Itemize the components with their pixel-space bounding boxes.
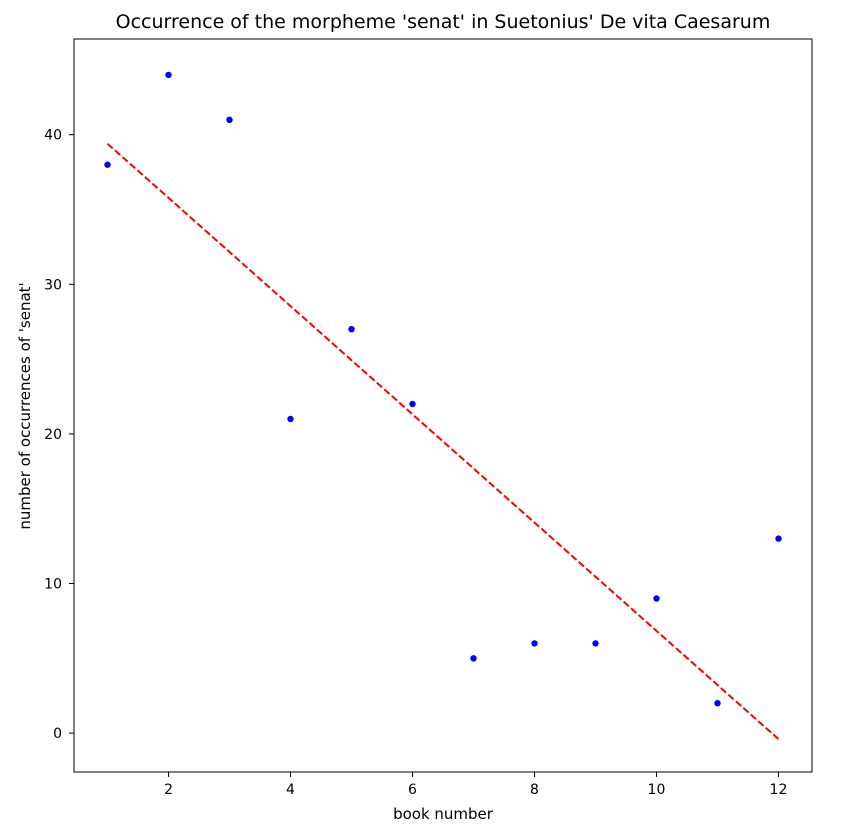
chart-title: Occurrence of the morpheme 'senat' in Su…	[116, 11, 771, 33]
y-tick-label: 20	[44, 427, 62, 443]
plot-area	[104, 71, 782, 740]
data-point	[287, 415, 294, 423]
data-point	[470, 655, 477, 662]
data-point	[165, 71, 172, 79]
data-point	[592, 640, 599, 647]
data-point	[775, 535, 782, 542]
y-tick-label: 10	[44, 577, 62, 593]
y-tick-label: 40	[44, 128, 62, 144]
plot-frame	[73, 38, 813, 773]
x-axis-label: book number	[393, 805, 494, 823]
y-tick-label: 0	[53, 726, 62, 742]
data-point	[348, 326, 355, 333]
y-tick-label: 30	[44, 277, 62, 293]
y-axis-label: number of occurrences of 'senat'	[16, 282, 34, 529]
axes: 2 4 6 8 10 12 0 10 20 30 40	[44, 128, 787, 798]
x-tick-label: 12	[770, 782, 788, 798]
x-tick-label: 10	[648, 782, 666, 798]
data-point	[714, 700, 721, 707]
x-tick-label: 8	[530, 782, 539, 798]
data-point	[531, 640, 538, 647]
x-tick-label: 2	[164, 782, 173, 798]
x-tick-label: 6	[408, 782, 417, 798]
x-tick-label: 4	[286, 782, 295, 798]
data-point	[226, 116, 233, 124]
data-point	[653, 595, 660, 602]
data-point	[104, 161, 111, 168]
data-point	[409, 400, 416, 408]
